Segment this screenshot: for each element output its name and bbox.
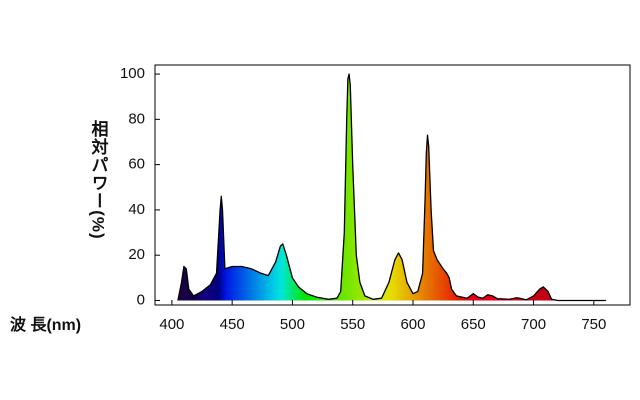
spectrum-line xyxy=(177,73,606,302)
plot-frame xyxy=(154,64,631,306)
x-tick-label: 400 xyxy=(159,316,184,333)
y-tick-label: 20 xyxy=(128,246,145,263)
y-tick-label: 0 xyxy=(137,291,145,308)
x-tick-label: 750 xyxy=(581,316,606,333)
y-tick-label: 80 xyxy=(128,110,145,127)
x-tick-label: 600 xyxy=(400,316,425,333)
y-tick-label: 100 xyxy=(120,65,145,82)
x-tick-label: 650 xyxy=(461,316,486,333)
x-tick-label: 550 xyxy=(340,316,365,333)
y-tick-label: 60 xyxy=(128,156,145,173)
x-axis-title: 波 長(nm) xyxy=(10,315,81,334)
spectrum-area xyxy=(177,74,606,301)
x-tick-label: 500 xyxy=(280,316,305,333)
y-axis-title: 相対パワー(%) xyxy=(89,119,110,239)
x-tick-label: 450 xyxy=(220,316,245,333)
y-tick-label: 40 xyxy=(128,201,145,218)
x-tick-label: 700 xyxy=(521,316,546,333)
